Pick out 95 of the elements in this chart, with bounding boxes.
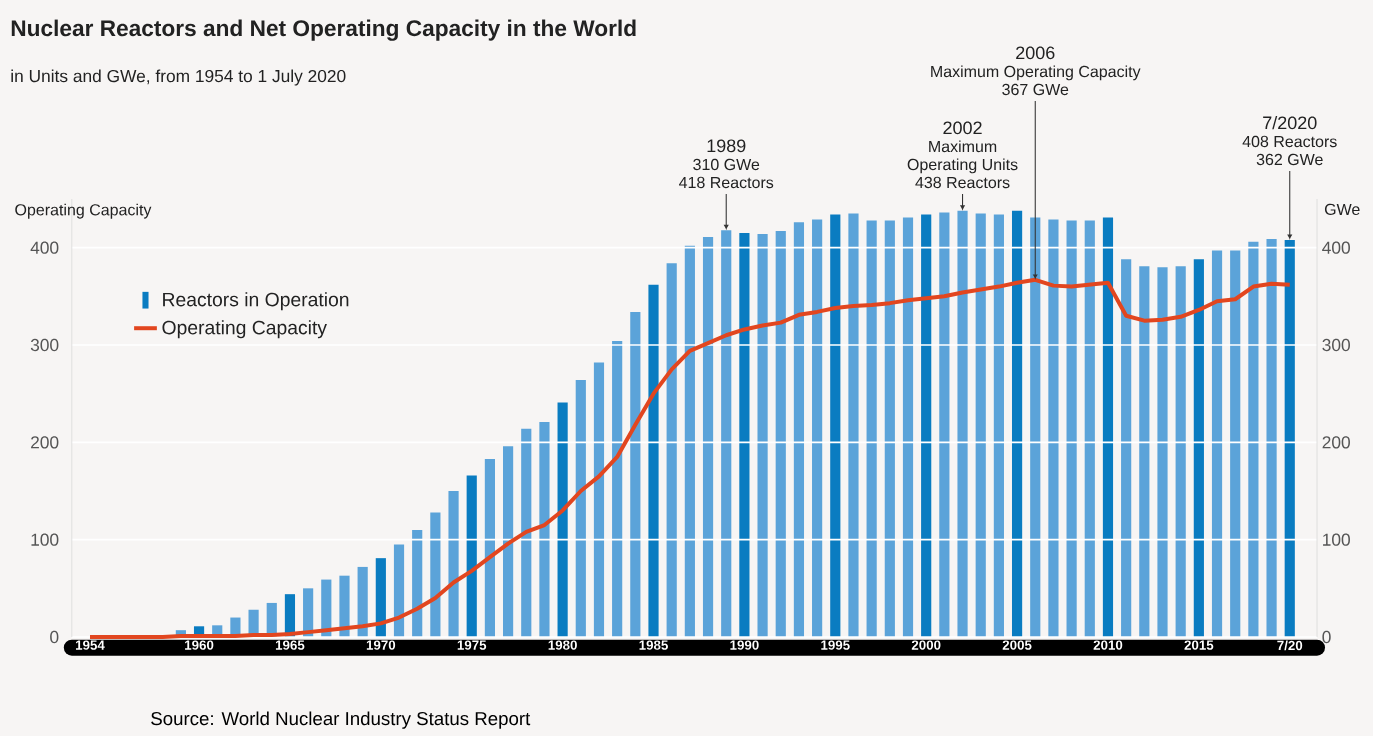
x-tick-label: 1990 xyxy=(730,640,759,650)
text: Maximum Operating Capacity xyxy=(931,65,1141,81)
y2-tick-label: 100 xyxy=(1323,533,1350,546)
bar xyxy=(1193,259,1204,637)
annotation: 438 Reactors xyxy=(915,176,1010,189)
bar xyxy=(739,233,750,637)
chart-title: Nuclear Reactors and Net Operating Capacity in the World xyxy=(11,19,636,41)
text: 408 Reactors xyxy=(1242,135,1337,148)
x-tick-label: 2010 xyxy=(1093,640,1123,650)
text: Operating Units xyxy=(907,158,1018,174)
bar xyxy=(557,402,568,637)
bar xyxy=(1066,220,1077,637)
bar xyxy=(921,214,932,637)
bar xyxy=(1157,267,1168,637)
bar xyxy=(830,214,841,637)
text: 2006 xyxy=(1016,46,1055,60)
y-tick-label: 100 xyxy=(31,533,59,546)
bar xyxy=(1211,250,1223,637)
x-tick-label: 1980 xyxy=(548,640,577,650)
bar xyxy=(993,214,1004,637)
x-tick-label: 2015 xyxy=(1184,640,1214,650)
bar xyxy=(630,311,641,637)
y-tick-label: 400 xyxy=(30,241,59,254)
bar xyxy=(775,231,786,637)
bar xyxy=(339,575,350,637)
y-tick-label: 300 xyxy=(30,338,59,352)
text: 1989 xyxy=(707,139,746,153)
y-tick-label: 200 xyxy=(31,436,59,449)
annotation: 367 GWe xyxy=(1002,83,1069,96)
bar xyxy=(1175,266,1186,637)
bar xyxy=(866,220,877,637)
y2-tick-label: 400 xyxy=(1322,241,1350,254)
bar xyxy=(812,219,823,637)
y-tick-label: 0 xyxy=(50,630,59,644)
bar xyxy=(484,458,495,637)
y2-tick-label: 300 xyxy=(1322,338,1350,352)
x-tick-label: 1960 xyxy=(185,640,214,650)
bar xyxy=(1121,259,1132,637)
legend-label: Operating Capacity xyxy=(162,320,327,339)
y2-tick-label: 0 xyxy=(1322,630,1331,644)
text: 310 GWe xyxy=(693,158,760,171)
bar xyxy=(666,263,677,637)
bar xyxy=(702,236,714,637)
bar xyxy=(1030,217,1041,637)
bar xyxy=(448,491,459,637)
y2-tick-label: 200 xyxy=(1322,436,1350,449)
bar xyxy=(1248,241,1259,637)
text: 2002 xyxy=(943,121,982,135)
bar xyxy=(1230,250,1241,637)
bar xyxy=(1011,210,1023,637)
x-tick-label: 1975 xyxy=(457,640,487,650)
bar xyxy=(575,380,586,637)
bar xyxy=(902,217,914,637)
bar xyxy=(430,512,441,637)
bar xyxy=(1084,220,1095,637)
bar xyxy=(793,222,805,637)
bar xyxy=(466,475,477,637)
bar xyxy=(957,210,968,637)
x-tick-label: 1970 xyxy=(366,640,396,650)
text: Maximum xyxy=(929,140,997,153)
legend-label: Reactors in Operation xyxy=(163,292,349,311)
bar xyxy=(684,245,695,637)
x-tick-label: 7/20 xyxy=(1277,640,1303,651)
annotation: 362 GWe xyxy=(1256,153,1323,166)
bar xyxy=(884,220,895,637)
bar xyxy=(848,213,859,637)
y-axis-title: Operating Capacity xyxy=(15,203,152,219)
chart-subtitle: in Units and GWe, from 1954 to 1 July 2020 xyxy=(11,69,346,86)
bar xyxy=(357,566,368,637)
x-tick-label: 2000 xyxy=(911,640,941,650)
bar xyxy=(1102,217,1114,637)
source-note: Source: World Nuclear Industry Status Report xyxy=(151,711,531,729)
bar xyxy=(539,421,550,637)
x-tick-label: 1954 xyxy=(75,640,105,650)
bar xyxy=(975,213,986,637)
y2-axis-title: GWe xyxy=(1324,203,1360,216)
bar xyxy=(393,544,405,637)
bar xyxy=(521,428,532,637)
bar xyxy=(593,362,605,637)
x-tick-label: 2005 xyxy=(1002,640,1032,650)
bar xyxy=(648,284,659,637)
annotation: 418 Reactors xyxy=(679,176,774,189)
text: 7/2020 xyxy=(1263,115,1317,130)
x-tick-label: 1985 xyxy=(639,640,668,650)
x-tick-label: 1995 xyxy=(821,640,850,650)
bar xyxy=(1266,238,1277,637)
x-tick-label: 1965 xyxy=(275,640,305,650)
bar xyxy=(612,341,623,637)
bar xyxy=(503,446,514,637)
bar xyxy=(939,212,950,637)
bar xyxy=(757,234,768,637)
bar xyxy=(1139,266,1150,637)
bar xyxy=(375,558,386,637)
bar xyxy=(1048,219,1059,637)
bar xyxy=(412,529,423,637)
